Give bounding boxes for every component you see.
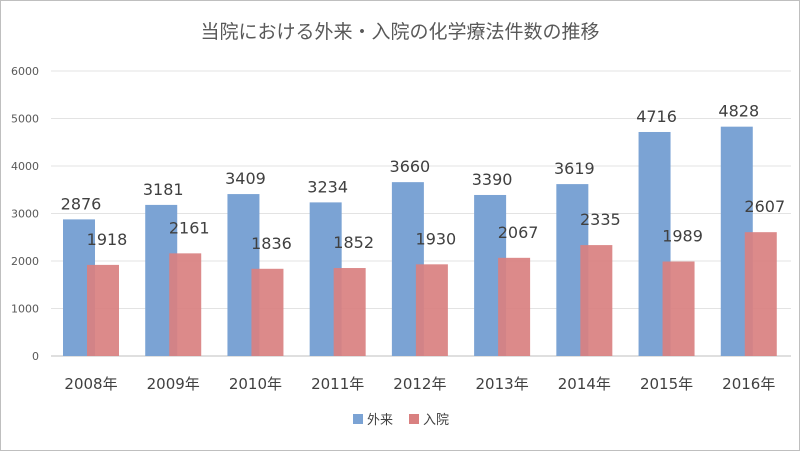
data-label-outpatient: 3390 xyxy=(472,170,513,189)
legend-swatch-inpatient xyxy=(409,414,419,424)
data-label-inpatient: 2607 xyxy=(744,197,785,216)
x-axis: 2008年 2009年 2010年 2011年 2012年 2013年 2014年 2015年… xyxy=(64,375,775,393)
x-tick-label: 2009年 xyxy=(147,375,200,393)
x-tick-label: 2012年 xyxy=(393,375,446,393)
data-label-inpatient: 2067 xyxy=(498,223,539,242)
legend: 外来 入院 xyxy=(353,413,449,428)
bar-inpatient xyxy=(744,232,777,356)
data-label-inpatient: 1930 xyxy=(416,229,457,248)
x-tick-label: 2013年 xyxy=(476,375,529,393)
data-label-inpatient: 2161 xyxy=(169,218,210,237)
bar-inpatient xyxy=(580,245,613,356)
data-label-inpatient: 1989 xyxy=(662,227,703,246)
data-label-inpatient: 1918 xyxy=(87,230,128,249)
bars xyxy=(63,126,777,356)
legend-label-outpatient: 外来 xyxy=(367,413,393,428)
bar-inpatient xyxy=(498,257,531,356)
y-tick-label: 0 xyxy=(32,350,39,363)
chart-title: 当院における外来・入院の化学療法件数の推移 xyxy=(200,21,599,43)
data-label-outpatient: 4828 xyxy=(718,102,759,121)
data-labels: 2876 1918 3181 2161 3409 1836 3234 1852 3660 1930… xyxy=(61,102,785,253)
x-tick-label: 2010年 xyxy=(229,375,282,393)
legend-label-inpatient: 入院 xyxy=(423,413,449,428)
data-label-outpatient: 3234 xyxy=(307,177,348,196)
y-tick-label: 5000 xyxy=(11,113,39,126)
y-tick-label: 2000 xyxy=(11,255,39,268)
data-label-outpatient: 3660 xyxy=(390,157,431,176)
y-tick-label: 4000 xyxy=(11,160,39,173)
bar-inpatient xyxy=(415,264,448,356)
bar-inpatient xyxy=(87,264,119,356)
bar-inpatient xyxy=(169,253,202,356)
legend-swatch-outpatient xyxy=(353,414,363,424)
data-label-outpatient: 3181 xyxy=(143,180,184,199)
y-tick-label: 3000 xyxy=(11,208,39,221)
data-label-inpatient: 1836 xyxy=(251,234,292,253)
data-label-outpatient: 2876 xyxy=(61,194,102,213)
y-tick-label: 6000 xyxy=(11,65,39,78)
data-label-outpatient: 3409 xyxy=(225,169,266,188)
x-tick-label: 2016年 xyxy=(722,375,775,393)
y-axis: 0 1000 2000 3000 4000 5000 6000 xyxy=(11,65,39,363)
y-tick-label: 1000 xyxy=(11,303,39,316)
x-tick-label: 2011年 xyxy=(311,375,364,393)
x-tick-label: 2014年 xyxy=(558,375,611,393)
bar-inpatient xyxy=(662,261,695,356)
bar-inpatient xyxy=(333,268,366,356)
data-label-outpatient: 3619 xyxy=(554,159,595,178)
x-tick-label: 2015年 xyxy=(640,375,693,393)
bar-inpatient xyxy=(251,268,284,356)
data-label-outpatient: 4716 xyxy=(636,107,677,126)
data-label-inpatient: 2335 xyxy=(580,210,621,229)
data-label-inpatient: 1852 xyxy=(333,233,374,252)
x-tick-label: 2008年 xyxy=(64,375,117,393)
